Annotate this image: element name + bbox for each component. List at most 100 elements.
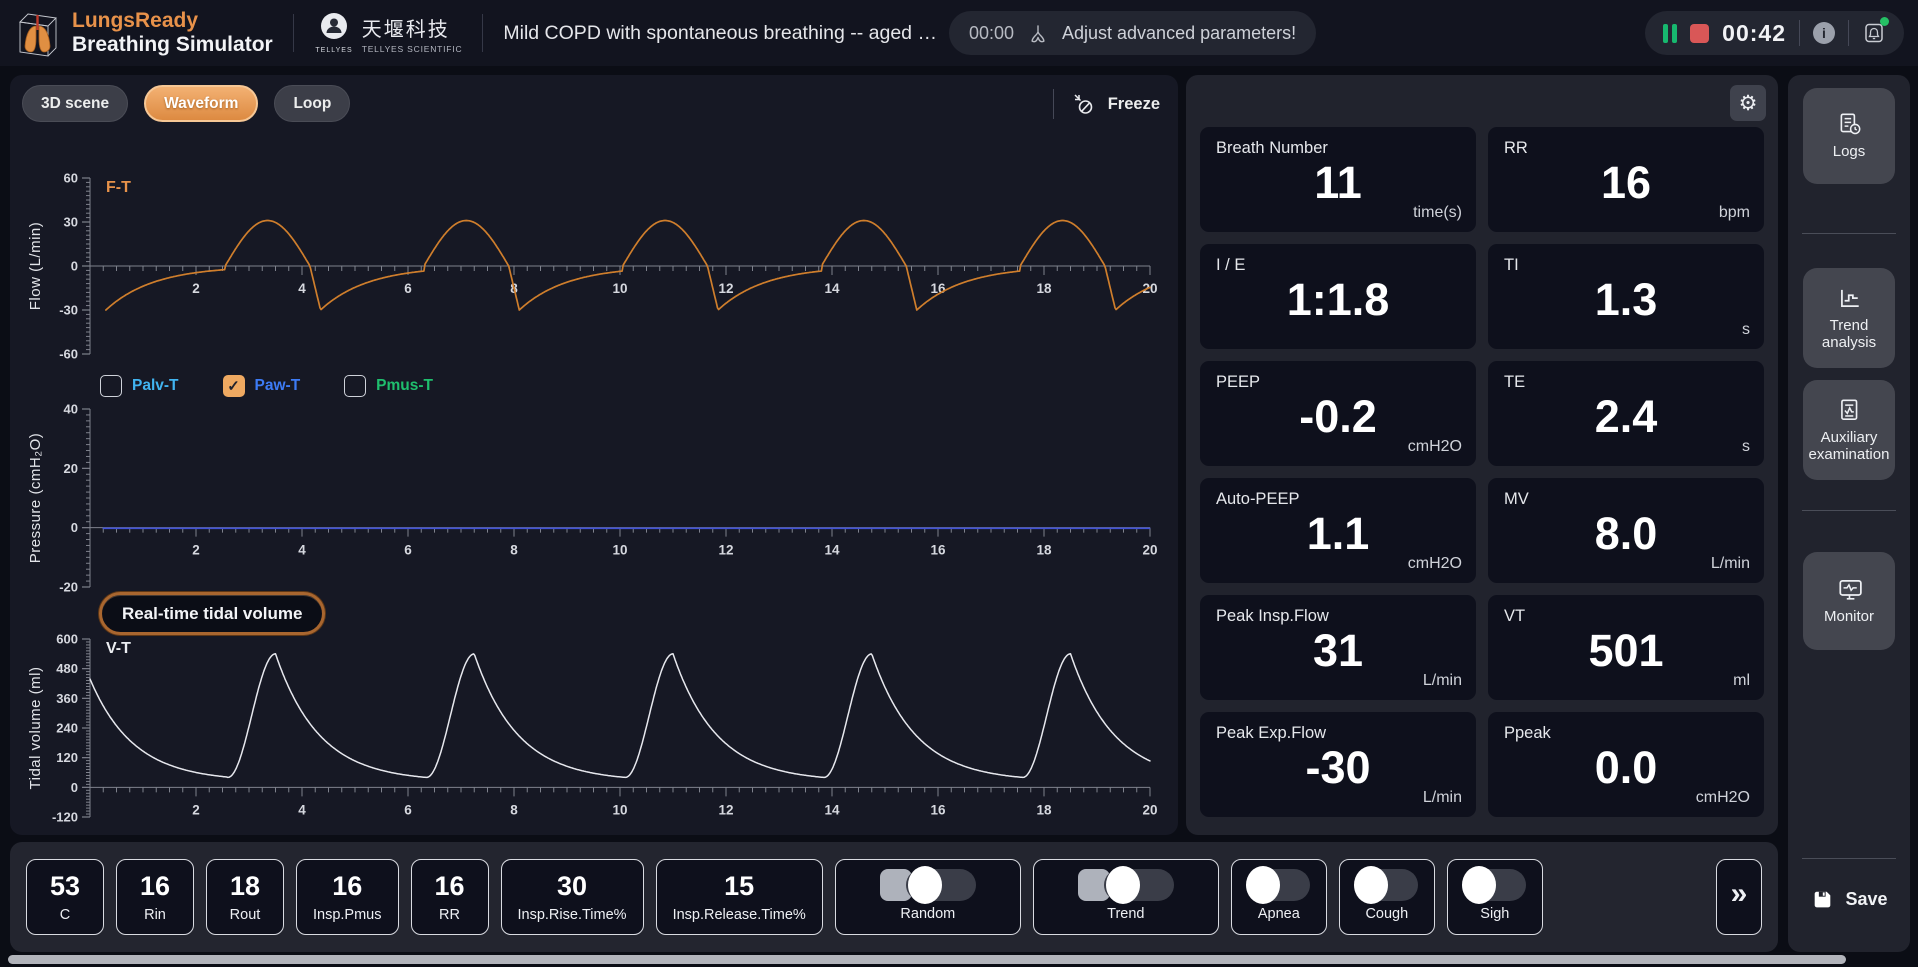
tab-0[interactable]: 3D scene [22,85,129,122]
tab-label: Waveform [164,94,239,112]
stat-label: Ppeak [1504,724,1551,742]
elapsed-timer: 00:42 [1722,19,1786,46]
freeze-button[interactable]: Freeze [1107,94,1160,113]
device-bell-icon [1865,23,1883,43]
svg-text:12: 12 [718,543,733,558]
logs-label: Logs [1832,143,1866,161]
param-box-3[interactable]: 16 Insp.Pmus [296,859,399,935]
legend-0[interactable]: ✓ Palv-T [100,375,179,397]
pause-button[interactable] [1663,23,1678,43]
toggle-knob[interactable] [1353,866,1388,904]
divider [292,14,294,52]
monitor-button[interactable]: Monitor [1803,552,1895,650]
stat-value: 501 [1588,625,1664,676]
tab-2[interactable]: Loop [274,85,351,122]
realtime-tidal-volume-button[interactable]: Real-time tidal volume [99,592,326,635]
more-params-button[interactable]: » [1716,859,1762,935]
toggle-label: Apnea [1257,906,1300,922]
svg-text:20: 20 [64,461,78,476]
svg-text:0: 0 [71,259,78,274]
toggle-switch[interactable] [1461,866,1526,904]
toggle-label: Random [900,906,956,922]
app-title: LungsReady Breathing Simulator [72,9,273,56]
freeze-group: Freeze [1052,89,1160,119]
svg-text:4: 4 [298,281,306,296]
stat-value: 16 [1600,157,1652,208]
monitor-stats-panel: ⚙ Breath Number 11 time(s) RR 16 bpm I /… [1186,75,1778,835]
svg-text:480: 480 [56,661,78,676]
trend-analysis-button[interactable]: Trend analysis [1803,268,1895,368]
settings-gear-button[interactable]: ⚙ [1730,85,1766,121]
stat-unit: cmH2O [1407,438,1462,455]
checkbox-icon[interactable]: ✓ [222,375,245,397]
info-button[interactable]: i [1813,22,1835,44]
save-button[interactable]: Save [1788,887,1910,912]
toggle-knob[interactable] [1105,866,1140,904]
stat-label: Peak Exp.Flow [1216,724,1327,742]
stat-card-2: I / E 1:1.8 [1200,244,1476,349]
divider [482,14,484,52]
toggle-box-4[interactable]: Sigh [1446,859,1543,935]
toggle-switch[interactable] [1353,866,1418,904]
toggle-box-0[interactable]: Random [834,859,1021,935]
toggle-knob[interactable] [907,866,942,904]
svg-text:-120: -120 [52,810,78,825]
stat-value: 31 [1312,625,1364,676]
param-box-5[interactable]: 30 Insp.Rise.Time% [500,859,644,935]
tab-1[interactable]: Waveform [144,85,259,122]
legend-1[interactable]: ✓ Paw-T [222,375,300,397]
param-box-0[interactable]: 53 C [26,859,104,935]
stat-value: 0.0 [1594,742,1658,793]
monitor-icon [1838,580,1862,600]
checkbox-icon[interactable]: ✓ [344,375,367,397]
divider [1802,858,1896,859]
param-value: 15 [724,871,755,901]
param-label: RR [439,907,460,923]
param-box-6[interactable]: 15 Insp.Release.Time% [655,859,823,935]
stat-card-11: Ppeak 0.0 cmH2O [1488,712,1764,817]
toggle-switch[interactable] [1245,866,1310,904]
device-status-button[interactable] [1862,17,1889,45]
svg-text:2: 2 [192,802,200,817]
parameter-bar: 53 C 16 Rin 18 Rout 16 Insp.Pmus 16 RR 3… [10,842,1778,952]
toggle-box-1[interactable]: Trend [1032,859,1219,935]
stat-card-9: VT 501 ml [1488,595,1764,700]
stat-card-5: TE 2.4 s [1488,361,1764,466]
stat-value: -30 [1305,742,1371,793]
param-box-2[interactable]: 18 Rout [206,859,284,935]
stat-value: 2.4 [1594,391,1658,442]
toggle-knob[interactable] [1245,866,1280,904]
scenario-title: Mild COPD with spontaneous breathing -- … [503,21,937,44]
stop-button[interactable] [1690,23,1710,43]
status-dot [1880,17,1889,26]
pressure-legend: ✓ Palv-T ✓ Paw-T ✓ Pmus-T [100,375,433,397]
stat-value: 1:1.8 [1286,274,1390,325]
message-bar[interactable]: 00:00 Adjust advanced parameters! [948,11,1317,55]
toggle-box-3[interactable]: Cough [1338,859,1435,935]
toggle-box-2[interactable]: Apnea [1230,859,1327,935]
svg-text:4: 4 [298,802,306,817]
param-value: 16 [434,871,465,901]
logs-icon [1840,113,1860,135]
app-subtitle: Breathing Simulator [72,33,273,56]
stat-card-0: Breath Number 11 time(s) [1200,127,1476,232]
toggle-switch[interactable] [1077,866,1174,904]
param-box-4[interactable]: 16 RR [410,859,489,935]
checkbox-icon[interactable]: ✓ [100,375,122,397]
toggle-switch[interactable] [879,866,976,904]
param-label: Insp.Rise.Time% [517,907,627,923]
svg-text:8: 8 [510,802,518,817]
auxiliary-examination-button[interactable]: Auxiliary examination [1803,380,1895,480]
divider [1802,510,1896,511]
horizontal-scrollbar[interactable] [8,955,1846,964]
param-value: 53 [49,871,81,901]
svg-text:240: 240 [56,721,78,736]
param-box-1[interactable]: 16 Rin [116,859,194,935]
param-label: Rout [229,907,261,923]
tab-label: 3D scene [41,94,110,112]
logs-button[interactable]: Logs [1803,88,1895,184]
stat-value: 1.1 [1306,508,1370,559]
stat-card-6: Auto-PEEP 1.1 cmH2O [1200,478,1476,583]
legend-2[interactable]: ✓ Pmus-T [344,375,433,397]
toggle-knob[interactable] [1461,866,1496,904]
